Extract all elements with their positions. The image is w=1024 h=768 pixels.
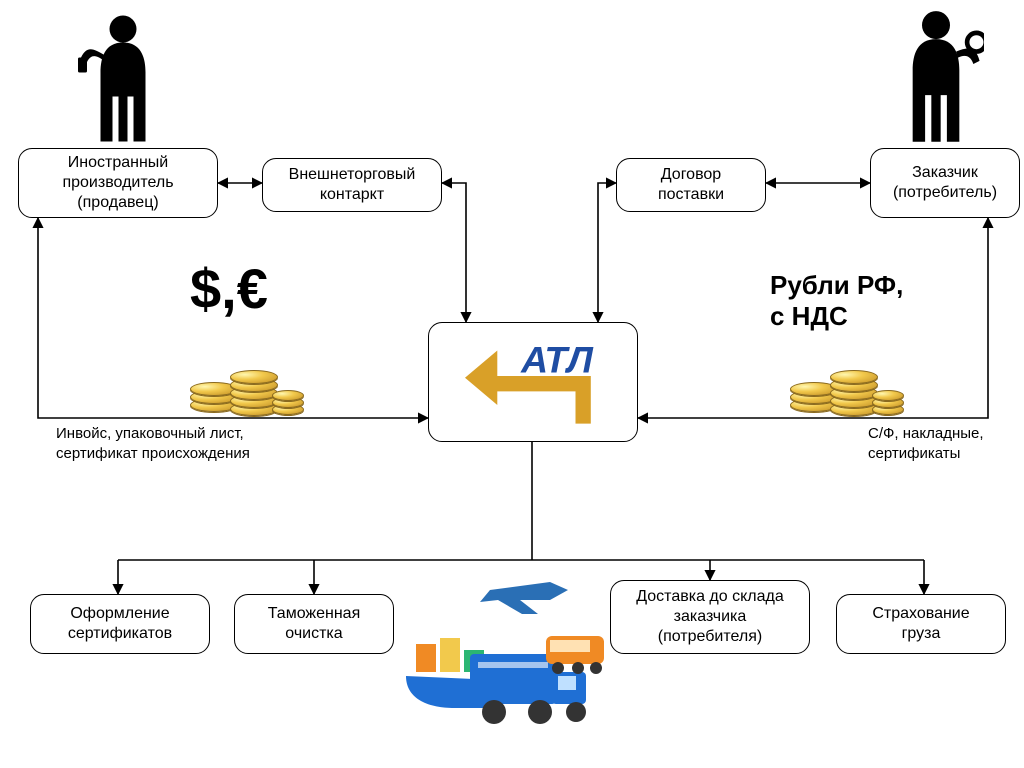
node-insurance-label: Страхованиегруза xyxy=(872,604,969,644)
coins-left-icon xyxy=(190,350,310,420)
person-buyer-icon xyxy=(888,8,984,148)
node-customs-label: Таможеннаяочистка xyxy=(268,604,361,644)
coins-right-icon xyxy=(790,350,910,420)
node-buyer: Заказчик(потребитель) xyxy=(870,148,1020,218)
node-ft-label: Внешнеторговыйконтаркт xyxy=(289,165,416,205)
person-seller-icon xyxy=(78,12,168,148)
edge-supply-atl xyxy=(598,183,616,322)
diagram-stage: Иностранныйпроизводитель(продавец) Внешн… xyxy=(0,0,1024,768)
docs-right-label: С/Ф, накладные,сертификаты xyxy=(868,424,984,463)
node-insurance: Страхованиегруза xyxy=(836,594,1006,654)
transport-cluster-icon xyxy=(400,580,610,750)
node-delivery-label: Доставка до складазаказчика(потребителя) xyxy=(636,587,783,647)
node-supply-label: Договорпоставки xyxy=(658,165,724,205)
atl-logo-text: АТЛ xyxy=(520,339,594,381)
node-certificates: Оформлениесертификатов xyxy=(30,594,210,654)
docs-left-label: Инвойс, упаковочный лист,сертификат прои… xyxy=(56,424,250,463)
atl-logo-icon: АТЛ xyxy=(448,334,618,430)
node-seller: Иностранныйпроизводитель(продавец) xyxy=(18,148,218,218)
edge-ft-atl xyxy=(442,183,466,322)
node-supply-contract: Договорпоставки xyxy=(616,158,766,212)
node-customs: Таможеннаяочистка xyxy=(234,594,394,654)
node-delivery: Доставка до складазаказчика(потребителя) xyxy=(610,580,810,654)
node-seller-label: Иностранныйпроизводитель(продавец) xyxy=(62,153,173,213)
node-buyer-label: Заказчик(потребитель) xyxy=(893,163,997,203)
node-foreign-trade-contract: Внешнеторговыйконтаркт xyxy=(262,158,442,212)
currency-left-label: $,€ xyxy=(190,256,268,321)
node-atl: АТЛ xyxy=(428,322,638,442)
currency-right-label: Рубли РФ,с НДС xyxy=(770,270,903,332)
node-cert-label: Оформлениесертификатов xyxy=(68,604,172,644)
